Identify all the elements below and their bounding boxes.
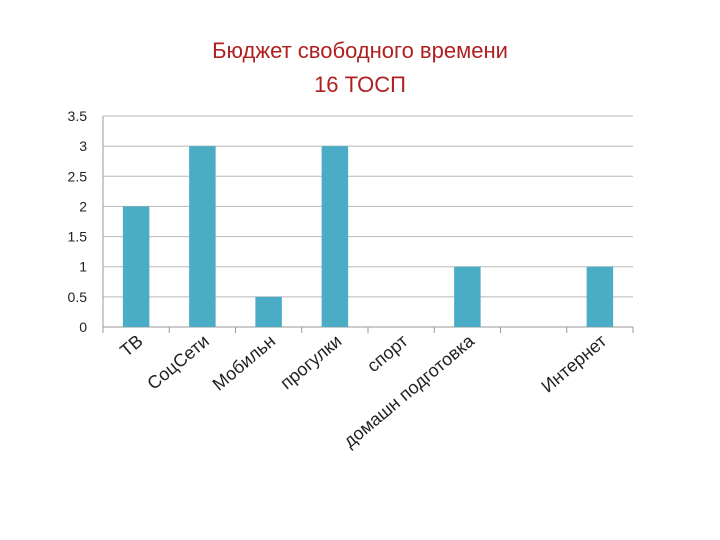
y-tick-label: 3.5 (68, 108, 88, 124)
y-tick-label: 1 (79, 259, 87, 275)
bar (321, 146, 349, 327)
y-tick-label: 0.5 (68, 289, 88, 305)
y-tick-label: 2 (79, 198, 87, 214)
y-tick-label: 2.5 (68, 168, 88, 184)
bar (189, 146, 216, 327)
x-tick-label: Мобильн (209, 331, 280, 395)
y-tick-label: 0 (79, 319, 87, 335)
x-tick-label: спорт (363, 331, 412, 376)
bar (586, 266, 614, 327)
chart-title: Бюджет свободного времени (212, 38, 508, 63)
x-tick-label: домашн подготовка (340, 330, 479, 451)
x-tick-label: СоцСети (143, 331, 213, 394)
x-tick-label: Интернет (537, 331, 610, 397)
bar (122, 206, 150, 327)
x-tick-label: прогулки (276, 331, 345, 393)
y-tick-label: 1.5 (68, 229, 88, 245)
y-tick-label: 3 (79, 138, 87, 154)
bar (454, 266, 481, 327)
chart-subtitle: 16 ТОСП (314, 72, 406, 97)
bar (255, 296, 282, 327)
x-tick-label: ТВ (116, 331, 146, 361)
